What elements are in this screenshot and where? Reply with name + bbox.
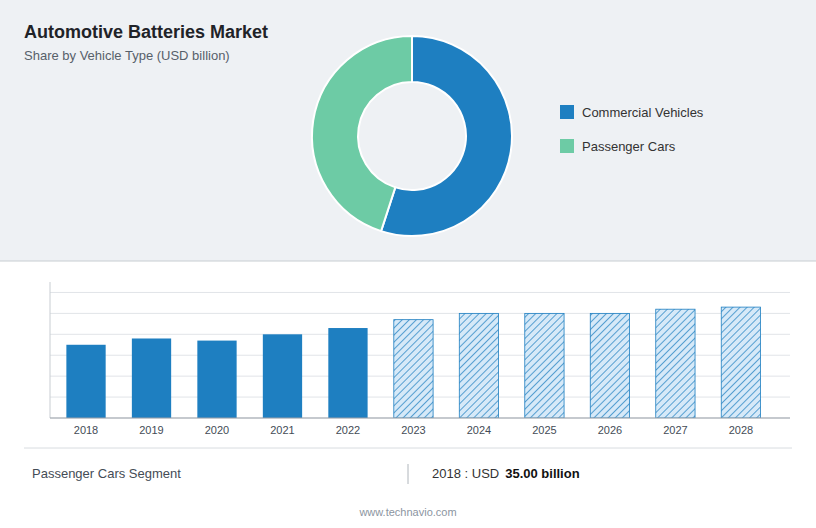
x-tick-label: 2025 [532, 424, 556, 436]
x-tick-label: 2022 [336, 424, 360, 436]
panel-separator [0, 261, 816, 262]
bar [394, 320, 433, 418]
x-tick-label: 2028 [729, 424, 753, 436]
x-tick-label: 2021 [270, 424, 294, 436]
legend-swatch [560, 105, 574, 119]
subtitle: Share by Vehicle Type (USD billion) [24, 48, 230, 63]
chart-root: Automotive Batteries Market Share by Vehi… [0, 0, 816, 528]
bar [721, 307, 760, 418]
grid [50, 292, 790, 418]
x-tick-label: 2018 [74, 424, 98, 436]
bar [525, 313, 564, 418]
top-panel [0, 0, 816, 261]
bar [263, 334, 302, 418]
grid-line [50, 418, 790, 419]
x-axis-line [50, 418, 790, 419]
legend: Commercial Vehicles Passenger Cars [560, 105, 704, 154]
watermark: www.technavio.com [358, 506, 456, 518]
footer-separator [24, 448, 792, 449]
bar [590, 313, 629, 418]
bar [132, 338, 171, 418]
grid-line [50, 292, 790, 293]
x-tick-label: 2026 [598, 424, 622, 436]
bar [328, 328, 367, 418]
bar [459, 313, 498, 418]
footer-right: 2018 : USD [432, 466, 499, 481]
bar [656, 309, 695, 418]
legend-label: Passenger Cars [582, 139, 676, 154]
x-tick-label: 2027 [663, 424, 687, 436]
x-tick-label: 2024 [467, 424, 491, 436]
footer-value: 35.00 billion [505, 466, 579, 481]
x-tick-label: 2023 [401, 424, 425, 436]
bar [197, 341, 236, 418]
legend-label: Commercial Vehicles [582, 105, 704, 120]
bar [66, 345, 105, 418]
donut-slice [312, 36, 412, 231]
bars [66, 307, 760, 418]
y-axis-line [50, 282, 51, 418]
footer-left: Passenger Cars Segment [32, 466, 181, 481]
x-tick-label: 2019 [139, 424, 163, 436]
title: Automotive Batteries Market [24, 22, 268, 42]
legend-swatch [560, 139, 574, 153]
x-tick-label: 2020 [205, 424, 229, 436]
donut [312, 36, 512, 236]
footer-divider [408, 464, 409, 484]
